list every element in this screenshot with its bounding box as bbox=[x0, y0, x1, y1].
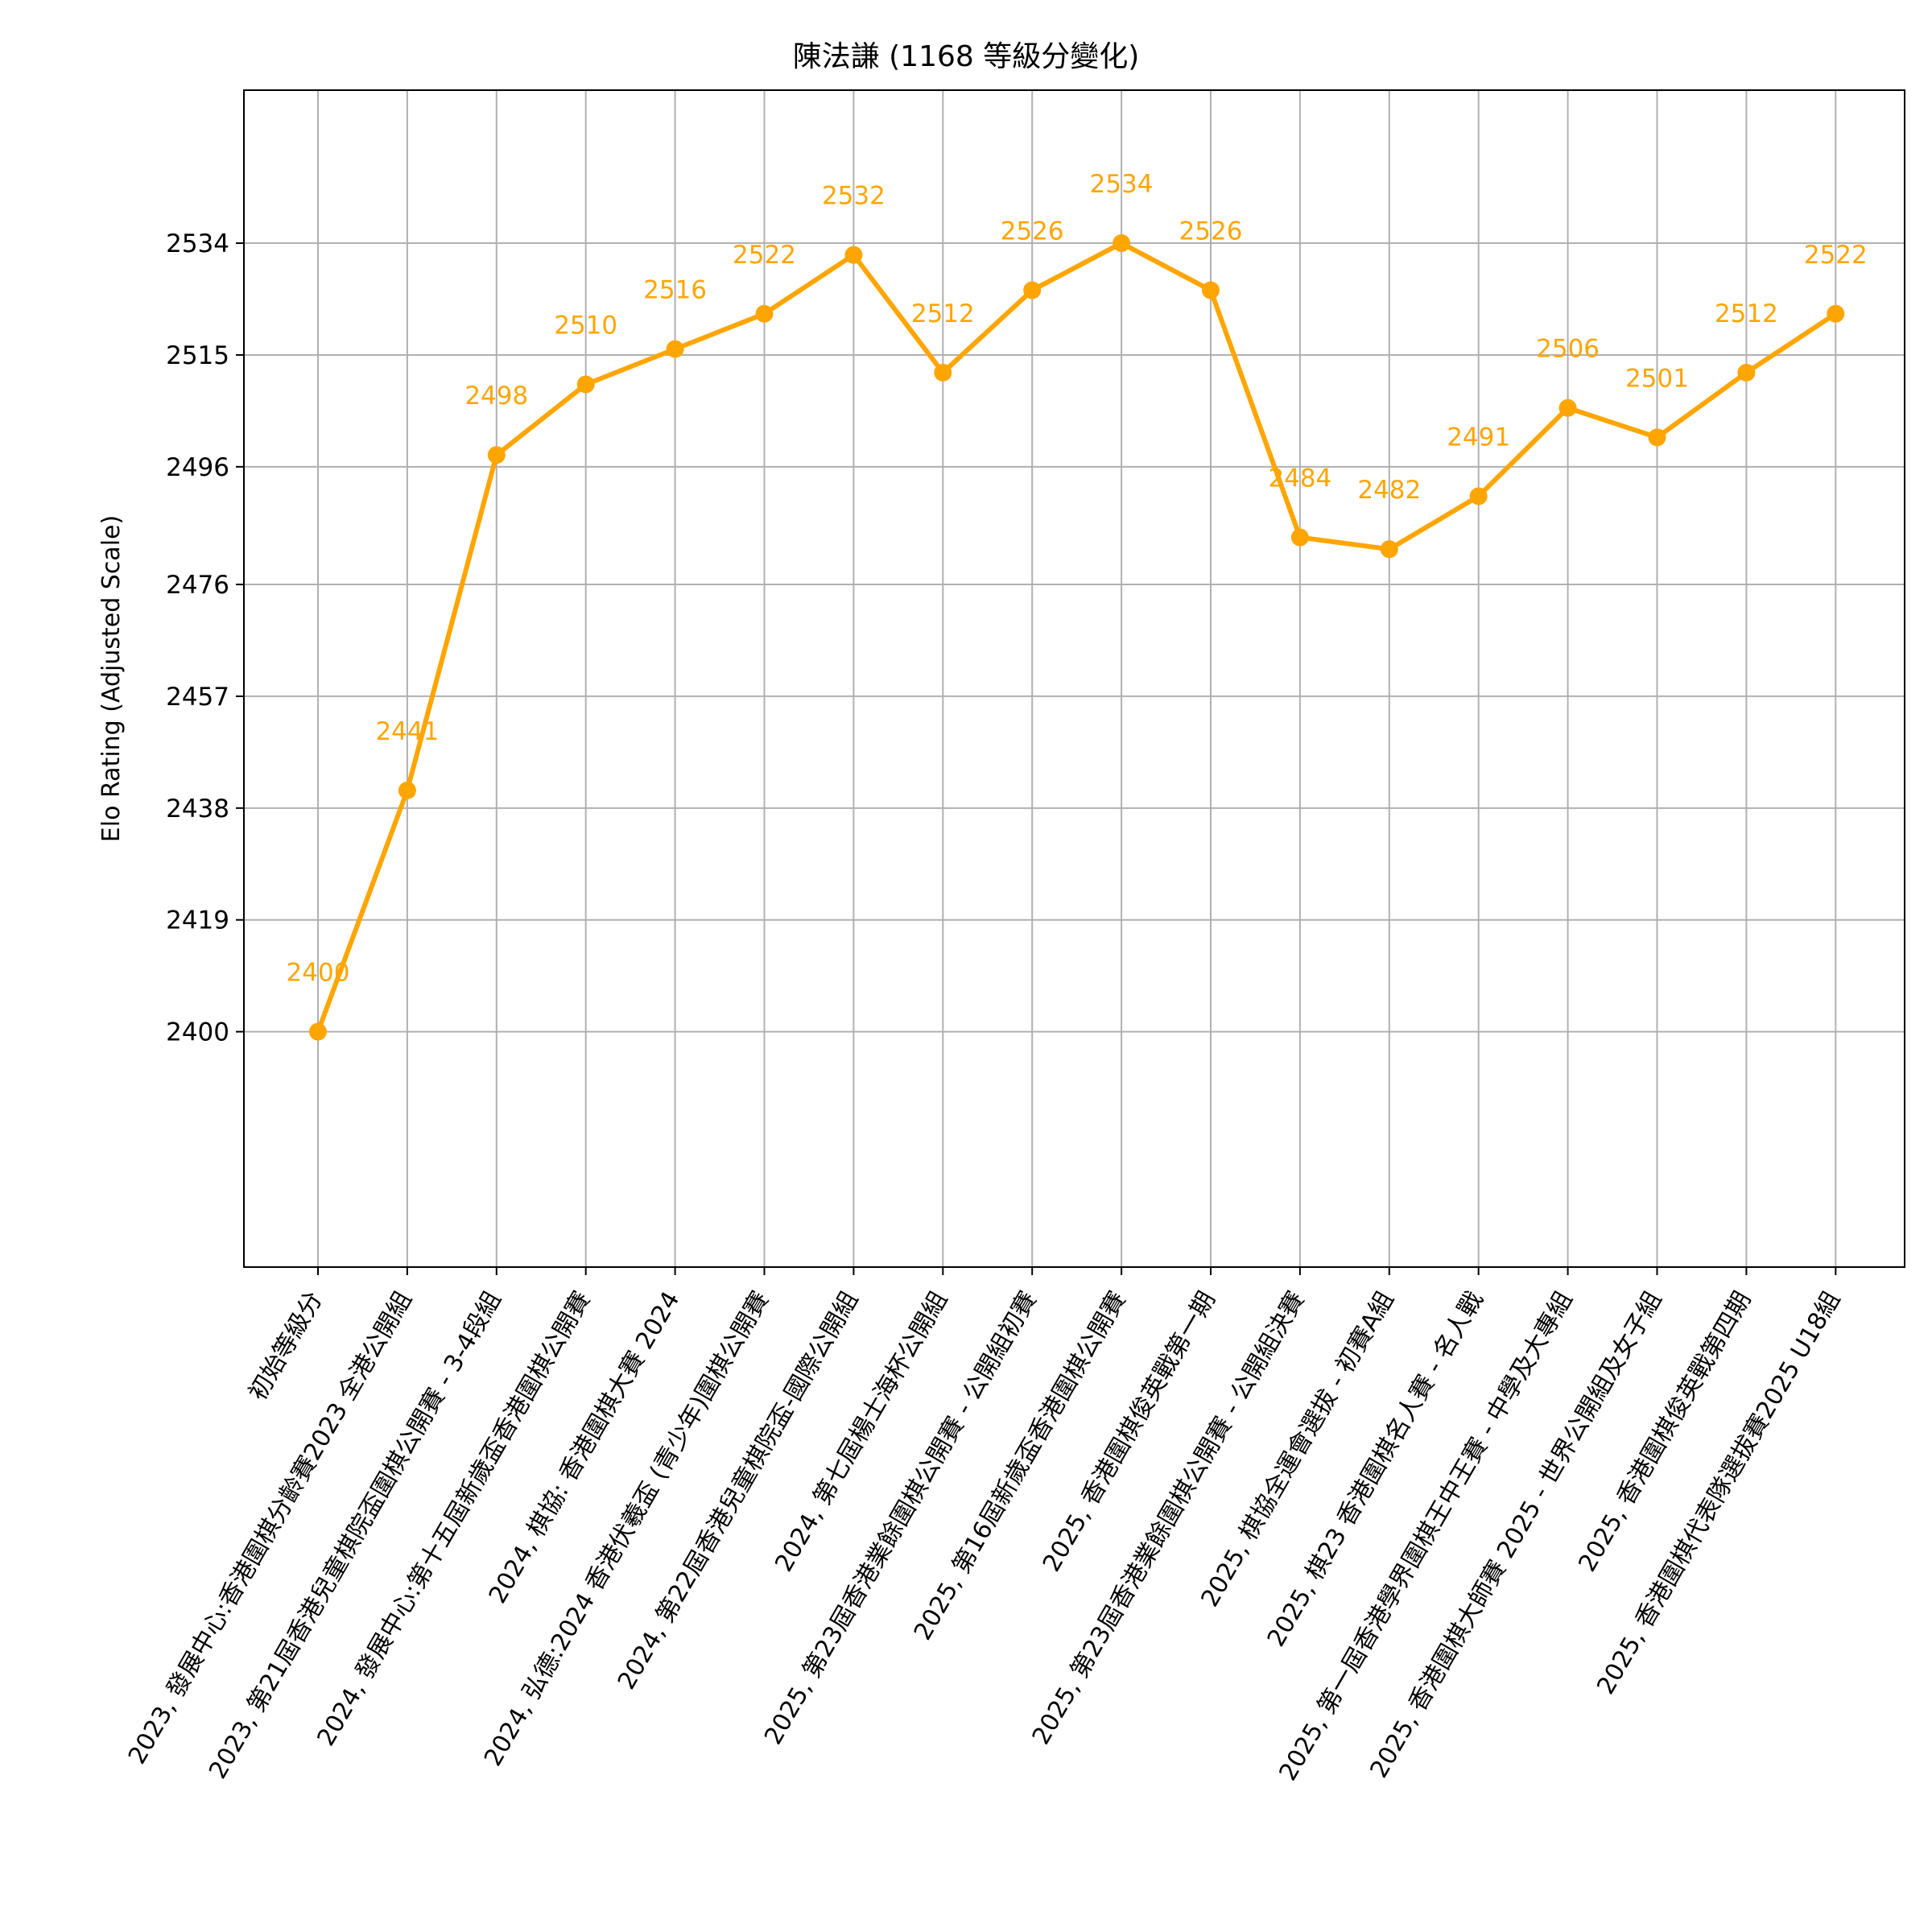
axis-ticks bbox=[236, 242, 1837, 1275]
y-tick-label: 2515 bbox=[166, 341, 229, 370]
data-label: 2526 bbox=[1001, 217, 1064, 246]
data-point bbox=[666, 340, 684, 358]
chart-title: 陳法謙 (1168 等級分變化) bbox=[793, 40, 1140, 73]
data-point bbox=[1380, 540, 1398, 559]
data-label: 2501 bbox=[1625, 364, 1689, 393]
data-label: 2512 bbox=[1715, 299, 1778, 328]
data-point bbox=[309, 1022, 327, 1041]
data-label: 2484 bbox=[1268, 464, 1331, 493]
data-label: 2491 bbox=[1447, 423, 1510, 452]
y-tick-label: 2476 bbox=[166, 571, 229, 600]
data-label: 2498 bbox=[464, 382, 528, 411]
data-point bbox=[1469, 487, 1488, 506]
data-label: 2532 bbox=[822, 182, 886, 211]
y-tick-label: 2496 bbox=[166, 453, 229, 482]
data-point bbox=[487, 446, 506, 464]
data-point bbox=[1113, 234, 1131, 253]
y-tick-label: 2438 bbox=[166, 795, 229, 824]
y-tick-label: 2419 bbox=[166, 906, 229, 935]
data-label: 2526 bbox=[1179, 217, 1243, 246]
data-point bbox=[1202, 281, 1220, 299]
data-label: 2400 bbox=[287, 959, 350, 988]
data-label: 2512 bbox=[911, 299, 975, 328]
data-point bbox=[1648, 428, 1666, 447]
data-point bbox=[1827, 304, 1845, 323]
data-point bbox=[1023, 281, 1042, 299]
y-tick-label: 2457 bbox=[166, 683, 229, 712]
data-point bbox=[1558, 398, 1577, 417]
data-label: 2482 bbox=[1357, 476, 1421, 505]
data-label: 2441 bbox=[375, 717, 439, 746]
y-tick-labels: 2400 2419 2438 2457 2476 2496 2515 2534 bbox=[166, 229, 229, 1047]
data-point bbox=[844, 246, 863, 264]
data-label: 2506 bbox=[1536, 335, 1600, 364]
y-tick-label: 2400 bbox=[166, 1018, 229, 1047]
y-axis-label: Elo Rating (Adjusted Scale) bbox=[97, 515, 126, 842]
series-polyline bbox=[316, 241, 1837, 1033]
data-label: 2522 bbox=[733, 241, 796, 270]
data-point bbox=[1290, 528, 1309, 547]
data-label: 2510 bbox=[554, 312, 617, 341]
data-label: 2534 bbox=[1090, 170, 1154, 199]
series-line bbox=[316, 241, 1837, 1033]
data-point bbox=[755, 304, 774, 323]
y-tick-label: 2534 bbox=[166, 229, 229, 258]
data-point bbox=[934, 363, 952, 382]
data-point bbox=[576, 375, 595, 394]
plot-frame bbox=[243, 89, 1905, 1268]
data-point bbox=[1737, 363, 1756, 382]
data-point bbox=[398, 781, 416, 799]
data-label: 2522 bbox=[1804, 241, 1868, 270]
data-points bbox=[309, 234, 1845, 1041]
data-labels: 2400 2441 2498 2510 2516 2522 2532 2512 2526 2534… bbox=[287, 170, 1868, 988]
data-label: 2516 bbox=[643, 276, 707, 305]
